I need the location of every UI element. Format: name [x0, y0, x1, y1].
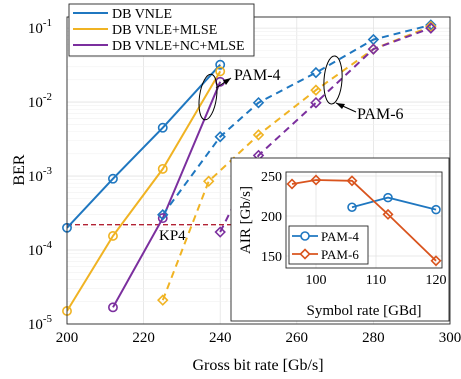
- inset-series-line-pam-6: [291, 179, 437, 262]
- main-x-tick-label: 200: [56, 330, 79, 346]
- inset-data-point-pam-6: [310, 174, 322, 186]
- inset-x-axis-label: Symbol rate [GBd]: [307, 303, 422, 319]
- inset-legend: PAM-4 PAM-6: [288, 225, 369, 265]
- data-point-db-vnle: [215, 59, 226, 70]
- inset-series-line-pam-4: [351, 196, 437, 211]
- data-point-pam-6-series-3: [252, 96, 265, 109]
- data-point-pam-6-series-5: [367, 43, 380, 55]
- data-point-pam-6-series-4: [310, 84, 322, 96]
- main-series-group: [67, 24, 450, 312]
- inset-data-point-pam-6: [286, 178, 298, 190]
- main-x-tick-label: 260: [286, 330, 309, 346]
- inset-y-tick-label: 200: [261, 210, 282, 225]
- legend-entry-db-vnle: DB VNLE: [73, 7, 172, 22]
- inset-y-tick-label: 250: [261, 170, 282, 185]
- main-x-tick-label: 240: [209, 330, 232, 346]
- main-y-axis-label: BER: [11, 154, 28, 185]
- data-point-db-vnle: [108, 173, 118, 184]
- inset-x-tick-label: 110: [366, 273, 386, 288]
- data-point-pam-6-series-5: [214, 226, 226, 238]
- main-plot-frame: [66, 16, 451, 325]
- data-point-pam-6-series-4: [252, 129, 265, 141]
- inset-legend-entry-pam4: PAM-4: [292, 229, 359, 244]
- main-x-tick-label: 300: [439, 330, 461, 346]
- pam6-annotation: PAM-6: [323, 55, 404, 123]
- pam4-label: PAM-4: [234, 67, 281, 84]
- inset-legend-label-pam4: PAM-4: [321, 229, 359, 244]
- main-legend: DB VNLE DB VNLE+MLSE DB VNLE+NC+MLSE: [68, 3, 255, 57]
- series-line-db-vnle-nc-mlse: [112, 81, 222, 308]
- inset-data-point-pam-6: [346, 175, 358, 187]
- series-line-db-vnle: [67, 64, 221, 229]
- data-point-pam-6-series-3: [157, 208, 169, 221]
- data-point-pam-6-series-4: [202, 175, 215, 188]
- main-x-tick-label: 280: [362, 330, 385, 346]
- pam4-arrow-head: [223, 78, 231, 85]
- main-y-tick-label: 10-2: [28, 91, 52, 111]
- data-point-pam-6-series-5: [310, 96, 322, 109]
- inset-x-tick-label: 120: [426, 273, 447, 288]
- main-markers-group: [62, 19, 437, 316]
- main-y-tick-label: 10-4: [28, 239, 53, 259]
- inset-data-point-pam-6: [430, 255, 442, 267]
- inset-y-axis-label: AIR [Gb/s]: [238, 186, 254, 254]
- inset-legend-marker-pam4: [300, 231, 310, 241]
- inset-legend-label-pam6: PAM-6: [321, 247, 359, 262]
- data-point-db-vnle-nc-mlse: [157, 213, 168, 224]
- pam4-annotation: PAM-4: [198, 67, 281, 121]
- data-point-pam-6-series-4: [425, 20, 437, 33]
- inset-data-point-pam-4: [431, 204, 441, 215]
- series-line-db-vnle-mlse: [67, 70, 222, 312]
- inset-x-tick-label: 100: [306, 273, 327, 288]
- legend-entry-db-vnle-nc-mlse: DB VNLE+NC+MLSE: [73, 39, 245, 54]
- main-y-tick-label: 10-1: [28, 17, 52, 37]
- inset-legend-entry-pam6: PAM-6: [292, 247, 359, 262]
- inset-series-group: [291, 179, 437, 262]
- main-x-axis-label: Gross bit rate [Gb/s]: [192, 357, 323, 374]
- data-point-db-vnle-nc-mlse: [108, 302, 118, 313]
- data-point-pam-6-series-4: [157, 294, 169, 306]
- legend-label-db-vnle-nc-mlse: DB VNLE+NC+MLSE: [112, 39, 245, 54]
- data-point-db-vnle: [157, 122, 168, 133]
- legend-label-db-vnle-mlse: DB VNLE+MLSE: [112, 23, 217, 38]
- data-point-pam-6-series-3: [214, 131, 226, 143]
- inset-chart: 100 110 120 150 200 250 Symbol rate [GBd] AIR…: [230, 157, 450, 322]
- inset-legend-marker-pam6: [299, 248, 311, 260]
- pam6-group-ellipse: [323, 55, 343, 105]
- legend-label-db-vnle: DB VNLE: [112, 7, 172, 22]
- inset-y-tick-label: 150: [261, 250, 282, 265]
- inset-data-point-pam-6: [382, 208, 394, 220]
- data-point-db-vnle-mlse: [157, 163, 168, 174]
- series-line-pam-6-series-3: [161, 24, 432, 216]
- data-point-pam-6-series-5: [425, 22, 437, 34]
- inset-data-point-pam-4: [383, 192, 393, 203]
- inset-data-point-pam-4: [347, 202, 357, 212]
- data-point-db-vnle-mlse: [215, 66, 226, 77]
- inset-tick-labels: 100 110 120 150 200 250: [261, 170, 447, 288]
- pam4-group-ellipse: [198, 73, 218, 121]
- pam6-arrow-head: [336, 103, 345, 109]
- main-x-tick-label: 220: [132, 330, 155, 346]
- main-y-tick-label: 10-5: [28, 313, 53, 333]
- inset-markers-group: [286, 174, 442, 267]
- data-point-pam-6-series-3: [310, 66, 322, 79]
- data-point-db-vnle-mlse: [108, 231, 118, 241]
- main-y-tick-label: 10-3: [28, 165, 53, 185]
- kp4-label: KP4: [159, 228, 186, 244]
- pam6-label: PAM-6: [357, 106, 404, 123]
- legend-entry-db-vnle-mlse: DB VNLE+MLSE: [73, 23, 217, 38]
- inset-plot-frame: [285, 171, 443, 269]
- data-point-pam-6-series-3: [425, 19, 437, 31]
